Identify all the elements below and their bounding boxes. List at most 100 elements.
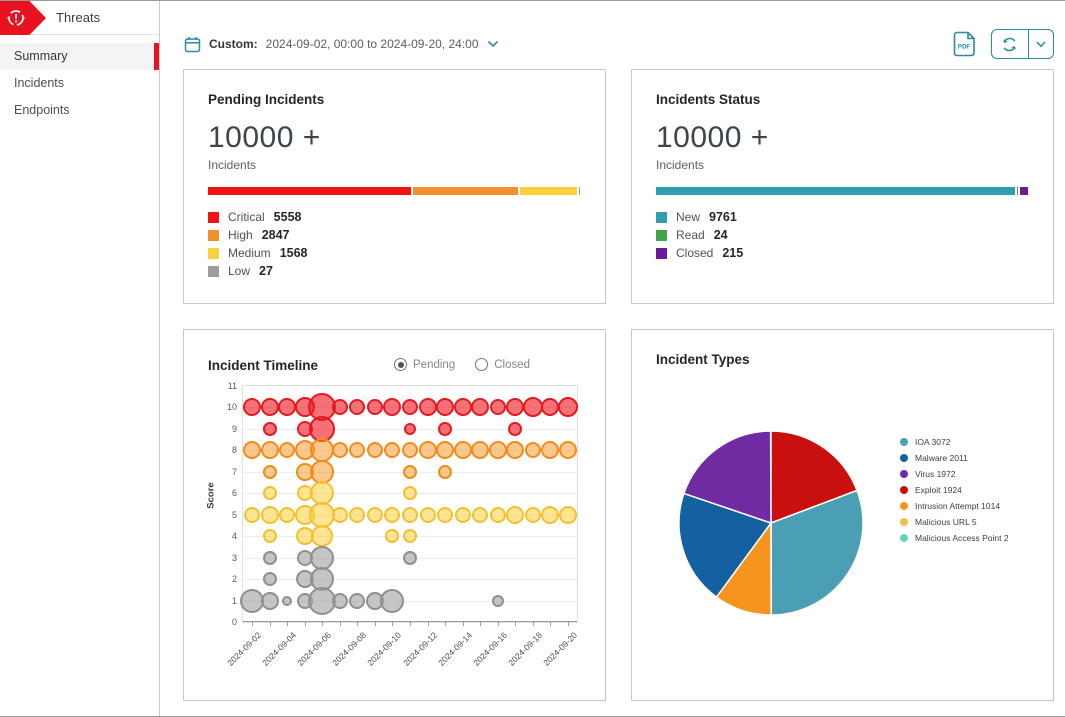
legend-label: High xyxy=(228,228,253,242)
legend-value: 24 xyxy=(714,228,728,242)
y-tick-label: 6 xyxy=(219,488,237,498)
bubble-medium xyxy=(263,529,277,543)
radio-pending-circle[interactable] xyxy=(394,358,407,371)
severity-stacked-bar xyxy=(208,187,580,195)
radio-closed-label: Closed xyxy=(494,359,530,371)
radio-closed[interactable]: Closed xyxy=(475,358,530,371)
bubble-low xyxy=(261,592,279,610)
x-tick-label: 2024-09-18 xyxy=(506,630,544,668)
x-tick xyxy=(305,622,306,626)
bubble-medium xyxy=(403,529,417,543)
legend-value: 1568 xyxy=(280,246,308,260)
bubble-medium xyxy=(384,507,400,523)
bubble-high xyxy=(263,465,277,479)
bubble-medium xyxy=(263,486,277,500)
pie-legend-item: Malicious Access Point 2 xyxy=(900,530,1009,546)
bubble-medium xyxy=(490,507,506,523)
pie-legend-dot xyxy=(900,438,908,446)
pie-legend-label: Virus 1972 xyxy=(915,469,955,479)
pie-legend-dot xyxy=(900,486,908,494)
critical-swatch xyxy=(208,212,219,223)
pie-legend-dot xyxy=(900,470,908,478)
threats-ribbon xyxy=(0,1,46,35)
y-tick-label: 8 xyxy=(219,445,237,455)
bubble-critical xyxy=(508,422,522,436)
legend-value: 5558 xyxy=(274,210,302,224)
chevron-down-icon xyxy=(487,40,499,48)
refresh-button[interactable] xyxy=(992,30,1028,58)
refresh-button-group[interactable] xyxy=(991,29,1055,59)
incident-types-legend: IOA 3072Malware 2011Virus 1972Exploit 19… xyxy=(900,434,1009,546)
x-tick-label: 2024-09-04 xyxy=(260,630,298,668)
radio-pending-label: Pending xyxy=(413,359,455,371)
app-header: Threats xyxy=(0,1,159,35)
bubble-high xyxy=(454,441,472,459)
pie-legend-dot xyxy=(900,534,908,542)
sidebar-item-summary[interactable]: Summary xyxy=(0,43,159,70)
x-tick xyxy=(463,622,464,626)
calendar-icon xyxy=(184,36,201,53)
new-swatch xyxy=(656,212,667,223)
bubble-low xyxy=(380,589,404,613)
high-swatch xyxy=(208,230,219,241)
x-tick xyxy=(533,622,534,626)
bubble-high xyxy=(243,441,261,459)
pie-legend-item: Malware 2011 xyxy=(900,450,1009,466)
sidebar-item-incidents[interactable]: Incidents xyxy=(0,70,159,97)
y-tick-label: 5 xyxy=(219,510,237,520)
refresh-icon xyxy=(1001,36,1018,53)
y-tick-label: 7 xyxy=(219,467,237,477)
bubble-critical xyxy=(419,398,437,416)
pie-legend-item: Intrusion Attempt 1014 xyxy=(900,498,1009,514)
incident-types-pie-chart xyxy=(676,428,866,618)
export-pdf-button[interactable]: PDF xyxy=(953,31,977,57)
date-range-value: 2024-09-02, 00:00 to 2024-09-20, 24:00 xyxy=(266,37,479,51)
legend-value: 2847 xyxy=(262,228,290,242)
legend-value: 9761 xyxy=(709,210,737,224)
x-tick xyxy=(322,622,323,626)
y-tick-label: 10 xyxy=(219,402,237,412)
bubble-critical xyxy=(436,398,454,416)
radio-pending[interactable]: Pending xyxy=(394,358,455,371)
status-legend: New 9761 Read 24 Closed 215 xyxy=(656,208,1029,262)
bubble-high xyxy=(367,442,383,458)
bubble-high xyxy=(402,442,418,458)
sidebar-item-endpoints[interactable]: Endpoints xyxy=(0,97,159,124)
bar-segment-high xyxy=(413,187,517,195)
legend-label: Low xyxy=(228,264,250,278)
card-title: Incident Types xyxy=(656,352,1029,367)
medium-swatch xyxy=(208,248,219,259)
closed-swatch xyxy=(656,248,667,259)
date-range-picker[interactable]: Custom: 2024-09-02, 00:00 to 2024-09-20,… xyxy=(184,36,499,53)
y-tick-label: 0 xyxy=(219,617,237,627)
bar-segment-read xyxy=(1017,187,1018,195)
radio-closed-circle[interactable] xyxy=(475,358,488,371)
bubble-high xyxy=(436,441,454,459)
x-tick xyxy=(480,622,481,626)
x-tick xyxy=(270,622,271,626)
bar-segment-closed xyxy=(1020,187,1028,195)
bubble-high xyxy=(419,441,437,459)
legend-item-read: Read 24 xyxy=(656,226,1029,244)
refresh-options-button[interactable] xyxy=(1029,30,1053,58)
card-title: Incidents Status xyxy=(656,92,1029,107)
bubble-high xyxy=(279,442,295,458)
legend-item-high: High 2847 xyxy=(208,226,581,244)
legend-label: Read xyxy=(676,228,705,242)
sidebar: Threats Summary Incidents Endpoints xyxy=(0,1,160,716)
x-tick xyxy=(357,622,358,626)
threat-alert-icon xyxy=(5,7,27,29)
bubble-critical xyxy=(541,398,559,416)
x-tick xyxy=(428,622,429,626)
gridline xyxy=(243,579,577,580)
x-tick-label: 2024-09-08 xyxy=(331,630,369,668)
bubble-high xyxy=(384,442,400,458)
legend-label: Critical xyxy=(228,210,265,224)
bubble-critical xyxy=(404,423,416,435)
x-tick xyxy=(498,622,499,626)
bubble-high xyxy=(489,441,507,459)
pie-legend-item: Malicious URL 5 xyxy=(900,514,1009,530)
y-axis-label: Score xyxy=(206,482,217,508)
bubble-critical xyxy=(383,398,401,416)
bubble-low xyxy=(263,572,277,586)
